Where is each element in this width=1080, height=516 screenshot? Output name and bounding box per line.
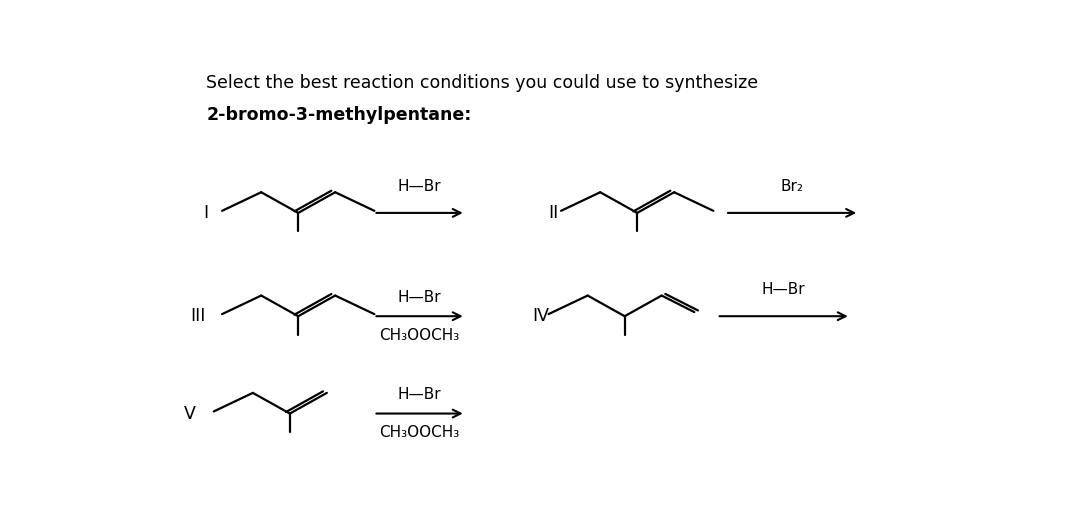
Text: CH₃OOCH₃: CH₃OOCH₃ bbox=[379, 425, 460, 440]
Text: H—Br: H—Br bbox=[397, 387, 442, 402]
Text: Select the best reaction conditions you could use to synthesize: Select the best reaction conditions you … bbox=[206, 74, 758, 92]
Text: III: III bbox=[190, 307, 205, 325]
Text: IV: IV bbox=[532, 307, 550, 325]
Text: V: V bbox=[184, 405, 195, 423]
Text: 2-bromo-3-methylpentane:: 2-bromo-3-methylpentane: bbox=[206, 106, 472, 124]
Text: H—Br: H—Br bbox=[397, 179, 442, 194]
Text: II: II bbox=[549, 204, 558, 222]
Text: H—Br: H—Br bbox=[761, 282, 806, 297]
Text: CH₃OOCH₃: CH₃OOCH₃ bbox=[379, 328, 460, 343]
Text: I: I bbox=[204, 204, 208, 222]
Text: Br₂: Br₂ bbox=[781, 179, 804, 194]
Text: H—Br: H—Br bbox=[397, 290, 442, 305]
